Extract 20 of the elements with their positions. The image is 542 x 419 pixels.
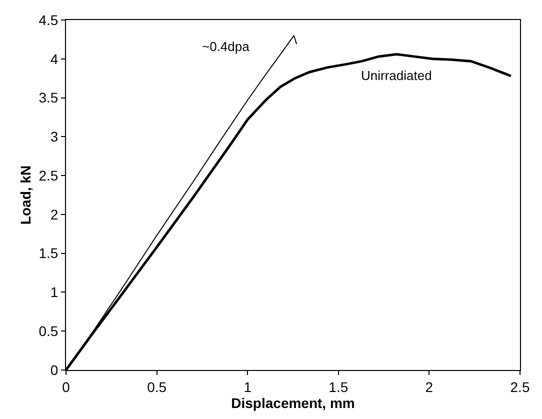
y-tick-label: 2 xyxy=(50,206,58,222)
y-tick-label: 0 xyxy=(50,362,58,378)
y-tick-label: 3 xyxy=(50,128,58,145)
series-label: ~0.4dpa xyxy=(202,39,250,54)
x-tick-label: 2.5 xyxy=(510,378,530,395)
y-tick-label: 2.5 xyxy=(38,167,58,184)
y-tick-label: 3.5 xyxy=(38,90,58,106)
x-tick-label: 1.5 xyxy=(328,378,348,395)
series-label: Unirradiated xyxy=(361,68,432,83)
x-tick-label: 2 xyxy=(425,378,434,395)
y-tick-label: 4.5 xyxy=(38,12,58,28)
y-axis-title: Load, kN xyxy=(17,165,34,225)
x-tick-label: 1 xyxy=(244,378,252,395)
y-tick-label: 1 xyxy=(50,284,58,300)
y-tick-label: 4 xyxy=(50,50,58,67)
y-tick-label: 1.5 xyxy=(38,245,58,262)
y-tick-label: 0.5 xyxy=(38,323,58,340)
x-axis-title: Displacement, mm xyxy=(231,394,355,411)
x-tick-label: 0.5 xyxy=(147,378,167,395)
x-tick-label: 0 xyxy=(62,378,70,395)
